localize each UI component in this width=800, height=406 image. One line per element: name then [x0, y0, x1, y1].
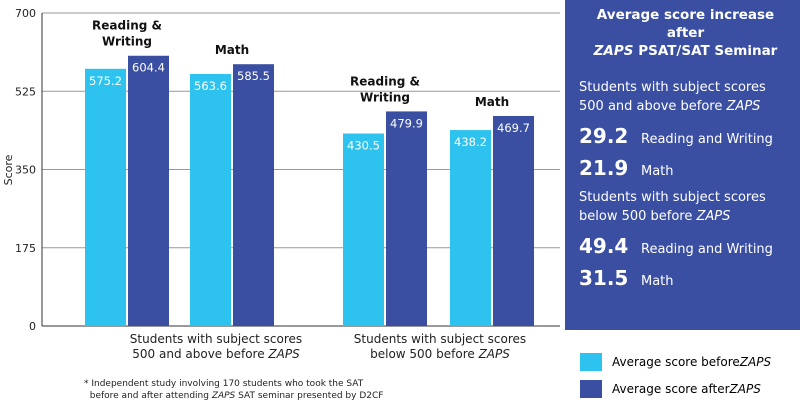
data-label: 430.5	[347, 139, 380, 153]
data-label: 563.6	[194, 79, 227, 93]
stat: 29.2 Reading and Writing	[579, 124, 773, 148]
subject-label: Math	[475, 95, 509, 109]
y-tick-label: 700	[15, 7, 36, 20]
data-label: 585.5	[237, 69, 270, 83]
y-tick-label: 175	[15, 242, 36, 255]
bar-before	[450, 130, 491, 326]
bar-chart: 0 175 350 525 700 Score 575.2 604.4 Reading & Wri…	[2, 7, 560, 330]
y-tick-label: 0	[29, 320, 36, 330]
y-tick-label: 525	[15, 85, 36, 98]
footnote: * Independent study involving 170 studen…	[84, 379, 384, 401]
bar-after	[493, 115, 534, 327]
data-label: 575.2	[89, 74, 122, 88]
category-label-2: Students with subject scores below 500 be…	[353, 332, 527, 361]
bar-after	[233, 64, 274, 326]
subject-label: Writing	[102, 35, 152, 49]
panel-section-2: Students with subject scores below 500 be…	[579, 188, 792, 290]
bar-after	[386, 111, 427, 327]
panel-title: Average score increase after ZAPS PSAT/SA…	[593, 7, 778, 59]
bar-before	[343, 133, 384, 326]
y-axis-label: Score	[2, 154, 15, 185]
legend: Average score before ZAPS Average score …	[580, 348, 771, 402]
bar-after	[128, 55, 169, 326]
bar-before	[190, 73, 231, 326]
subject-label: Reading &	[92, 19, 162, 33]
category-label-1: Students with subject scores 500 and abov…	[129, 332, 303, 361]
y-tick-label: 350	[15, 164, 36, 177]
stat: 49.4 Reading and Writing	[579, 234, 773, 258]
stat: 21.9 Math	[579, 156, 674, 180]
legend-item-after: Average score after ZAPS	[580, 375, 771, 402]
data-label: 479.9	[390, 116, 423, 130]
data-label: 438.2	[454, 135, 487, 149]
legend-item-before: Average score before ZAPS	[580, 348, 771, 375]
stat: 31.5 Math	[579, 266, 674, 290]
subject-label: Writing	[360, 90, 410, 104]
summary-panel: Average score increase after ZAPS PSAT/SA…	[565, 0, 800, 330]
subject-label: Reading &	[350, 74, 420, 88]
data-label: 604.4	[132, 61, 165, 75]
bar-before	[85, 68, 126, 326]
data-label: 469.7	[497, 121, 530, 135]
panel-section-1: Students with subject scores 500 and abov…	[579, 78, 792, 180]
subject-label: Math	[215, 43, 249, 57]
